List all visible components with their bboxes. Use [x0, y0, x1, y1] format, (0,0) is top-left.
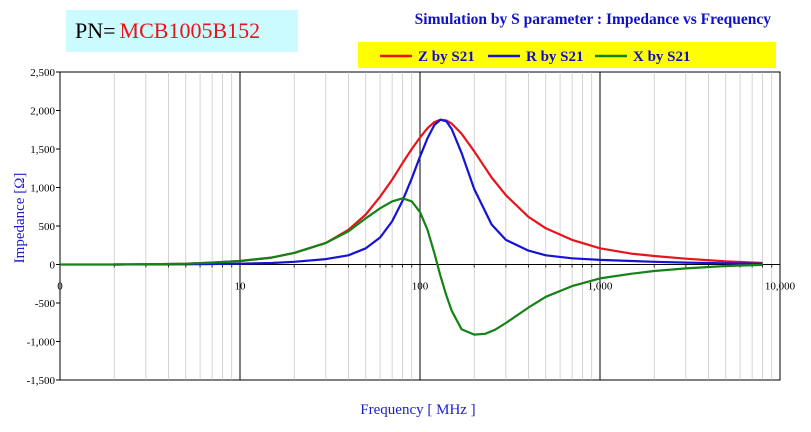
y-tick-label: -500: [35, 298, 56, 310]
legend-label: Z by S21: [418, 49, 475, 65]
legend: [358, 42, 776, 68]
y-tick-label: 0: [50, 260, 56, 272]
part-number-prefix: PN=: [75, 18, 116, 43]
x-tick-label: 10: [235, 281, 247, 293]
x-tick-label: 100: [412, 281, 429, 293]
chart-title: Simulation by S parameter : Impedance vs…: [414, 11, 771, 28]
part-number-value: MCB1005B152: [119, 18, 261, 43]
series-line-2: [60, 197, 763, 336]
grid: [56, 71, 781, 381]
x-tick-label: 10,000: [765, 281, 796, 293]
y-tick-label: -1,500: [27, 375, 56, 387]
x-tick-label: 1,000: [588, 281, 613, 293]
y-tick-label: 2,500: [30, 67, 55, 79]
y-tick-label: 2,000: [30, 106, 55, 118]
y-tick-label: 1,500: [30, 144, 55, 156]
x-axis-title: Frequency [ MHz ]: [360, 402, 475, 418]
series-group: [60, 118, 763, 336]
y-axis-title: Impedance [Ω]: [12, 173, 28, 264]
y-tick-label: -1,000: [27, 337, 56, 349]
legend-label: X by S21: [633, 49, 691, 65]
series-line-1: [114, 118, 763, 266]
x-tick-label: 0: [57, 281, 63, 293]
legend-label: R by S21: [526, 49, 584, 65]
part-number-box: PN= MCB1005B152: [66, 10, 298, 52]
y-tick-label: 1,000: [30, 183, 55, 195]
y-tick-label: 500: [39, 221, 56, 233]
series-line-0: [114, 118, 763, 266]
